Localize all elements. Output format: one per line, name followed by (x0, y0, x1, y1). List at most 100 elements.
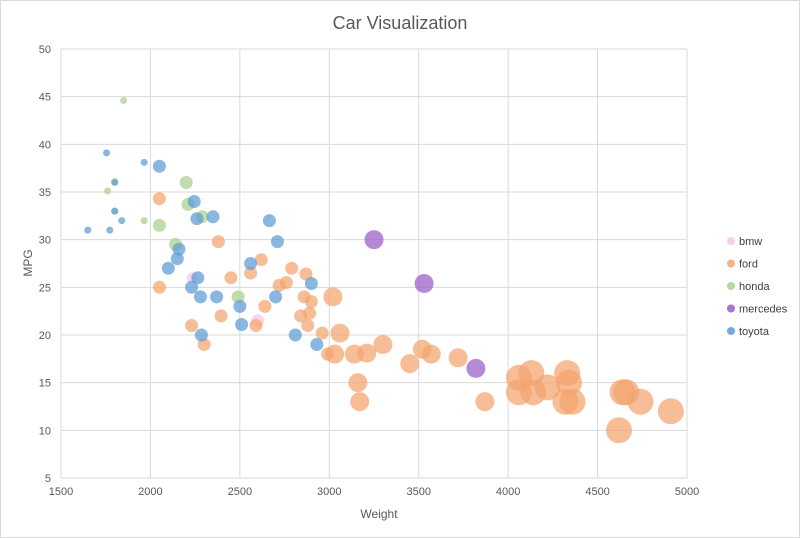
data-point-toyota (304, 277, 318, 290)
data-point-ford (348, 373, 368, 393)
data-point-toyota (206, 210, 220, 224)
data-point-honda (152, 218, 166, 232)
data-point-toyota (152, 159, 166, 173)
legend-label-mercedes: mercedes (739, 304, 788, 316)
x-axis-title: Weight (360, 507, 398, 521)
data-point-toyota (270, 235, 284, 249)
data-point-ford (559, 388, 586, 415)
data-point-toyota (210, 290, 224, 304)
data-point-ford (606, 417, 632, 444)
axis-tick-labels: 1500 2000 2500 3000 3500 4000 4500 5000 5 10 15 20 2… (39, 44, 699, 498)
data-point-toyota (172, 242, 186, 256)
data-point-toyota (187, 195, 201, 208)
x-tick-label: 1500 (49, 486, 73, 498)
y-tick-label: 25 (39, 282, 51, 294)
data-point-toyota (190, 212, 204, 226)
data-point-ford (475, 392, 495, 412)
data-point-ford (258, 299, 272, 313)
data-point-honda (179, 176, 193, 189)
data-point-toyota (194, 328, 208, 342)
data-point-ford (244, 266, 258, 280)
data-point-ford (279, 276, 293, 290)
y-axis-title: MPG (21, 249, 35, 276)
data-point-toyota (310, 338, 324, 351)
y-tick-label: 50 (39, 44, 51, 56)
legend-marker-mercedes (727, 304, 735, 313)
y-tick-label: 15 (39, 378, 51, 390)
data-point-honda (120, 97, 128, 104)
data-point-toyota (111, 207, 119, 215)
data-point-ford (357, 343, 377, 363)
data-point-toyota (191, 271, 205, 285)
y-tick-label: 45 (39, 92, 51, 104)
data-point-ford (315, 326, 329, 340)
data-point-ford (303, 306, 317, 320)
series-honda (104, 97, 245, 304)
data-point-toyota (269, 290, 283, 304)
x-tick-label: 3500 (406, 486, 430, 498)
series-ford (152, 192, 684, 444)
y-tick-label: 30 (39, 235, 51, 247)
legend: bmw ford honda mercedes toyota (727, 236, 788, 338)
data-point-ford (400, 354, 420, 374)
legend-label-toyota: toyota (739, 326, 770, 338)
data-point-ford (285, 261, 299, 275)
data-point-mercedes (414, 274, 434, 293)
y-tick-label: 35 (39, 187, 51, 199)
data-point-ford (185, 319, 199, 332)
data-points (84, 97, 684, 444)
data-point-mercedes (466, 358, 486, 378)
x-tick-label: 5000 (675, 486, 699, 498)
data-point-ford (448, 348, 468, 368)
data-point-toyota (262, 214, 276, 228)
data-point-ford (152, 192, 166, 206)
x-tick-label: 4000 (496, 486, 520, 498)
data-point-ford (534, 374, 561, 401)
x-tick-label: 2500 (228, 486, 252, 498)
legend-label-bmw: bmw (739, 236, 762, 248)
chart-title: Car Visualization (333, 13, 468, 33)
data-point-ford (299, 267, 313, 281)
legend-label-honda: honda (739, 281, 770, 293)
y-tick-label: 20 (39, 330, 51, 342)
legend-marker-honda (727, 282, 735, 290)
y-tick-label: 5 (45, 473, 51, 485)
data-point-ford (325, 344, 345, 364)
data-point-toyota (185, 280, 199, 294)
data-point-ford (373, 335, 393, 354)
data-point-ford (254, 253, 268, 267)
x-tick-label: 2000 (138, 486, 162, 498)
data-point-toyota (233, 299, 247, 313)
x-tick-label: 3000 (317, 486, 341, 498)
series-toyota (84, 149, 324, 351)
legend-marker-toyota (727, 327, 735, 335)
y-tick-label: 10 (39, 425, 51, 437)
data-point-toyota (103, 149, 111, 157)
data-point-toyota (118, 217, 126, 225)
data-point-ford (627, 388, 654, 415)
data-point-ford (301, 319, 315, 332)
data-point-mercedes (364, 230, 384, 250)
data-point-ford (421, 344, 441, 364)
data-point-ford (323, 287, 343, 307)
data-point-toyota (140, 158, 148, 166)
legend-marker-ford (727, 259, 735, 268)
data-point-toyota (288, 328, 302, 342)
data-point-ford (657, 398, 684, 425)
data-point-ford (304, 295, 318, 309)
data-point-toyota (244, 257, 258, 270)
data-point-ford (249, 319, 263, 332)
data-point-toyota (84, 226, 92, 234)
data-point-honda (140, 217, 148, 225)
data-point-honda (104, 187, 111, 195)
data-point-ford (152, 280, 166, 294)
data-point-toyota (111, 179, 119, 186)
series-mercedes (364, 230, 486, 378)
gridlines (60, 48, 688, 479)
legend-label-ford: ford (739, 259, 758, 271)
data-point-ford (224, 271, 238, 285)
data-point-toyota (106, 226, 114, 234)
x-tick-label: 4500 (585, 486, 609, 498)
